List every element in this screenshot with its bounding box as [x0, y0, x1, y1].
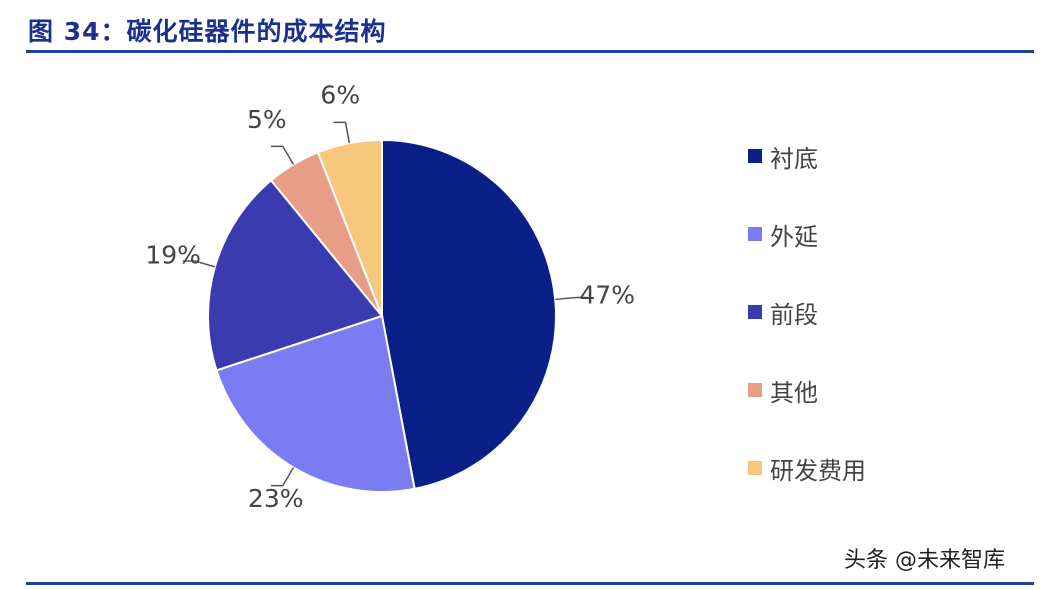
pie-slices: [207, 138, 557, 493]
legend-swatch: [748, 149, 762, 163]
data-label-rnd: 6%: [320, 81, 360, 110]
pie-slice-substrate: [381, 138, 557, 491]
leader-line-other: [270, 145, 295, 165]
leader-lines: [182, 121, 589, 487]
leader-line-front-end: [182, 260, 216, 268]
legend-label: 前段: [770, 300, 818, 329]
data-label-front-end: 19%: [145, 241, 201, 270]
legend-swatch: [748, 461, 762, 475]
legend-label: 外延: [770, 222, 818, 251]
pie-slice-rnd: [316, 138, 383, 317]
data-label-substrate: 47%: [579, 280, 635, 309]
legend-swatch: [748, 305, 762, 319]
legend-swatch: [748, 383, 762, 397]
legend-item-other: 其他: [748, 370, 818, 410]
leader-line-substrate: [555, 296, 589, 301]
legend-item-substrate: 衬底: [748, 136, 818, 176]
legend-item-front-end: 前段: [748, 292, 818, 332]
leader-line-epitaxy: [270, 467, 295, 487]
legend-label: 衬底: [770, 144, 818, 173]
legend-item-epitaxy: 外延: [748, 214, 818, 254]
bottom-divider: [26, 582, 1034, 585]
figure-title: 图 34：碳化硅器件的成本结构: [28, 17, 387, 46]
legend-label: 研发费用: [770, 456, 866, 485]
data-label-epitaxy: 23%: [248, 484, 304, 513]
data-label-other: 5%: [247, 105, 287, 134]
data-labels: 47% 23% 19% 5% 6%: [145, 81, 635, 513]
watermark: 头条 @未来智库: [844, 548, 1005, 573]
legend-swatch: [748, 227, 762, 241]
leader-line-rnd: [333, 121, 351, 144]
legend-label: 其他: [770, 378, 818, 407]
legend-item-rnd: 研发费用: [748, 448, 866, 488]
title-divider: [26, 50, 1034, 53]
